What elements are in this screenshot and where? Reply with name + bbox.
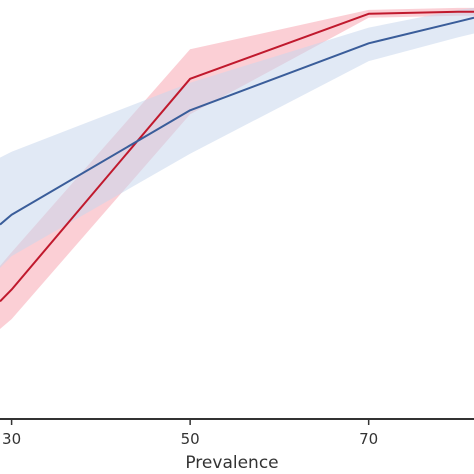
x-axis-title: Prevalence — [185, 453, 278, 473]
x-tick-label-50: 50 — [181, 430, 200, 448]
series-line-1 — [0, 10, 474, 303]
confidence-bands — [0, 7, 474, 330]
series-lines — [0, 10, 474, 303]
confidence-band-2 — [0, 7, 474, 268]
series-line-2 — [0, 16, 474, 226]
x-tick-label-70: 70 — [359, 430, 378, 448]
x-axis-ticks: 30 50 70 — [2, 419, 378, 448]
x-tick-label-30: 30 — [2, 430, 21, 448]
